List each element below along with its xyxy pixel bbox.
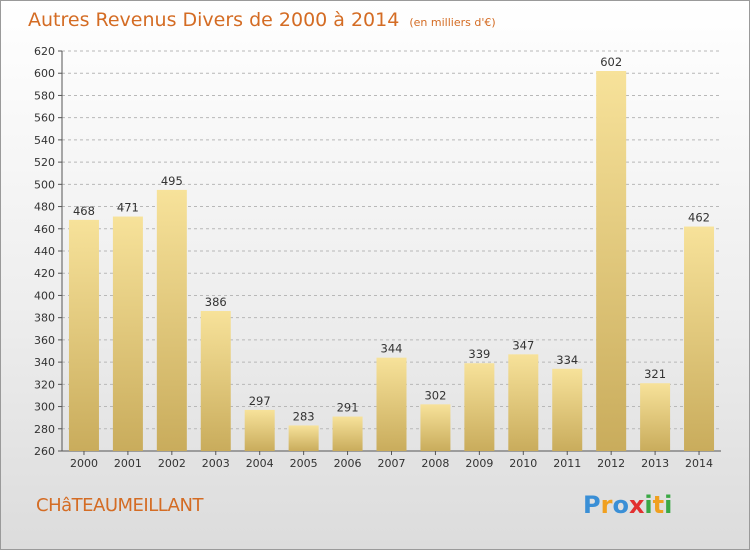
data-label: 468 [73, 204, 95, 218]
y-tick-label: 300 [34, 401, 55, 414]
x-tick-label: 2013 [641, 457, 669, 470]
logo-letter: t [652, 491, 665, 519]
logo-letter: P [583, 491, 601, 519]
x-tick-label: 2009 [465, 457, 493, 470]
data-label: 283 [293, 409, 315, 423]
bar [640, 383, 671, 451]
proxiti-logo: Proxiti [583, 491, 672, 519]
data-label: 347 [512, 338, 534, 352]
bar [552, 368, 583, 451]
y-tick-label: 400 [34, 289, 55, 302]
x-tick-label: 2010 [509, 457, 537, 470]
bar [332, 416, 363, 451]
y-tick-label: 620 [34, 45, 55, 58]
y-tick-label: 360 [34, 334, 55, 347]
y-tick-label: 560 [34, 112, 55, 125]
data-label: 321 [644, 367, 666, 381]
y-tick-label: 480 [34, 201, 55, 214]
chart-title-unit: (en milliers d'€) [409, 16, 496, 29]
data-label: 462 [688, 211, 710, 225]
x-tick-label: 2000 [70, 457, 98, 470]
x-tick-label: 2001 [114, 457, 142, 470]
bar [244, 409, 275, 451]
data-label: 291 [337, 401, 359, 415]
logo-letter: o [612, 491, 629, 519]
y-tick-label: 380 [34, 312, 55, 325]
y-tick-label: 520 [34, 156, 55, 169]
bar [596, 71, 627, 451]
x-tick-label: 2002 [158, 457, 186, 470]
data-label: 386 [205, 295, 227, 309]
y-tick-label: 420 [34, 267, 55, 280]
y-tick-label: 340 [34, 356, 55, 369]
y-tick-label: 440 [34, 245, 55, 258]
data-label: 334 [556, 353, 578, 367]
logo-letter: x [628, 491, 645, 519]
bar [288, 425, 319, 451]
data-label: 302 [424, 388, 446, 402]
x-tick-label: 2008 [421, 457, 449, 470]
y-tick-label: 540 [34, 134, 55, 147]
bar [684, 226, 715, 451]
logo-letter: r [600, 491, 613, 519]
data-label: 297 [249, 394, 271, 408]
x-tick-label: 2003 [202, 457, 230, 470]
bars [68, 71, 715, 451]
data-labels: 468 471 495 386 297 283 291 344 302 339 347 334 602 3… [73, 55, 710, 423]
bar [420, 404, 451, 451]
data-label: 602 [600, 55, 622, 69]
data-label: 495 [161, 174, 183, 188]
bar [464, 363, 495, 451]
logo-letter: i [664, 491, 673, 519]
y-tick-label: 600 [34, 67, 55, 80]
x-tick-label: 2005 [290, 457, 318, 470]
bar [156, 189, 187, 451]
y-tick-label: 460 [34, 223, 55, 236]
y-tick-label: 580 [34, 89, 55, 102]
x-tick-label: 2014 [685, 457, 713, 470]
bar [68, 219, 99, 451]
data-label: 471 [117, 201, 139, 215]
data-label: 344 [381, 342, 403, 356]
bar [508, 354, 539, 451]
y-tick-label: 260 [34, 445, 55, 458]
axes: 260 280 300 320 340 360 380 400 420 440 460 480 500 5… [34, 45, 721, 470]
x-tick-label: 2011 [553, 457, 581, 470]
chart-title-main: Autres Revenus Divers de 2000 à 2014 [28, 9, 400, 31]
x-tick-label: 2006 [334, 457, 362, 470]
y-tick-label: 500 [34, 178, 55, 191]
x-tick-label: 2012 [597, 457, 625, 470]
x-tick-label: 2004 [246, 457, 274, 470]
data-label: 339 [468, 347, 490, 361]
y-tick-label: 280 [34, 423, 55, 436]
x-tick-label: 2007 [378, 457, 406, 470]
bar [200, 311, 231, 451]
chart-title: Autres Revenus Divers de 2000 à 2014 (en… [28, 9, 496, 31]
bar [112, 216, 143, 451]
logo-letter: i [644, 491, 653, 519]
commune-name: CHâTEAUMEILLANT [36, 495, 203, 516]
y-tick-label: 320 [34, 378, 55, 391]
bar [376, 357, 407, 451]
